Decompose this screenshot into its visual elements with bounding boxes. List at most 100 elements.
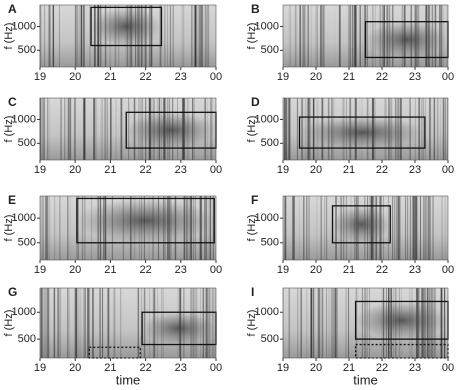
panel-label: G <box>8 285 17 299</box>
plot-frame <box>39 4 217 68</box>
x-tick-label: 22 <box>139 362 151 374</box>
y-axis-label: f (Hz) <box>3 116 15 143</box>
x-tick-label: 20 <box>69 362 81 374</box>
energy-blob <box>142 312 216 345</box>
highlight-box <box>331 205 391 244</box>
y-axis-label: f (Hz) <box>246 215 258 242</box>
y-axis-label: f (Hz) <box>3 310 15 337</box>
x-tick-label: 23 <box>175 362 187 374</box>
x-tick-label: 22 <box>139 264 151 276</box>
x-tick-label: 00 <box>210 164 222 176</box>
y-axis-label: f (Hz) <box>246 116 258 143</box>
highlight-box <box>76 197 215 244</box>
x-tick-label: 19 <box>34 164 46 176</box>
x-tick-label: 20 <box>310 264 322 276</box>
energy-blob <box>332 205 391 243</box>
x-tick-label: 20 <box>310 71 322 83</box>
x-tick-label: 19 <box>34 264 46 276</box>
x-tick-label: 00 <box>210 71 222 83</box>
x-tick-label: 19 <box>34 362 46 374</box>
y-tick-label: 500 <box>261 44 279 56</box>
y-tick-label: 1000 <box>12 212 36 224</box>
x-tick-label: 23 <box>409 264 421 276</box>
y-tick-label: 500 <box>261 137 279 149</box>
x-tick-label: 00 <box>442 164 454 176</box>
x-tick-label: 20 <box>69 71 81 83</box>
x-tick-label: 00 <box>210 362 222 374</box>
plot-frame <box>282 195 449 261</box>
panel-label: I <box>251 285 254 299</box>
x-tick-label: 00 <box>210 264 222 276</box>
energy-blob <box>299 117 425 149</box>
highlight-box <box>298 116 426 149</box>
x-tick-label: 19 <box>34 71 46 83</box>
y-axis-label: f (Hz) <box>3 215 15 242</box>
y-tick-label: 1000 <box>255 113 279 125</box>
x-tick-label: 23 <box>175 71 187 83</box>
x-tick-label: 19 <box>277 71 289 83</box>
x-tick-label: 23 <box>409 164 421 176</box>
y-tick-label: 1000 <box>12 20 36 32</box>
plot-frame <box>282 4 449 68</box>
x-tick-label: 19 <box>277 264 289 276</box>
x-tick-label: 22 <box>376 362 388 374</box>
y-tick-label: 500 <box>261 333 279 345</box>
energy-blob <box>91 7 162 46</box>
x-tick-label: 23 <box>409 362 421 374</box>
y-tick-label: 1000 <box>255 212 279 224</box>
panel-label: F <box>251 193 258 207</box>
x-tick-label: 00 <box>442 362 454 374</box>
x-axis-label: time <box>116 372 141 387</box>
y-tick-label: 1000 <box>255 306 279 318</box>
x-tick-label: 21 <box>104 71 116 83</box>
x-tick-label: 21 <box>104 362 116 374</box>
x-tick-label: 19 <box>277 164 289 176</box>
x-tick-label: 22 <box>139 164 151 176</box>
plot-frame <box>39 287 217 359</box>
plot-frame <box>282 97 449 161</box>
x-axis-label: time <box>353 372 378 387</box>
plot-frame <box>39 195 217 261</box>
x-tick-label: 22 <box>376 264 388 276</box>
panel-label: C <box>8 95 17 109</box>
x-tick-label: 23 <box>175 164 187 176</box>
y-tick-label: 1000 <box>12 306 36 318</box>
panel-label: B <box>251 2 260 16</box>
panel-label: E <box>8 193 16 207</box>
x-tick-label: 22 <box>376 164 388 176</box>
x-tick-label: 22 <box>376 71 388 83</box>
y-tick-label: 500 <box>18 333 36 345</box>
highlight-box <box>88 346 141 359</box>
x-tick-label: 19 <box>277 362 289 374</box>
highlight-box <box>90 6 163 47</box>
y-tick-label: 500 <box>261 237 279 249</box>
x-tick-label: 21 <box>104 164 116 176</box>
panel-label: D <box>251 95 260 109</box>
panel-label: A <box>8 2 17 16</box>
x-tick-label: 21 <box>343 362 355 374</box>
y-axis-label: f (Hz) <box>246 310 258 337</box>
energy-blob <box>126 112 216 149</box>
y-tick-label: 500 <box>18 44 36 56</box>
x-tick-label: 21 <box>343 264 355 276</box>
x-tick-label: 22 <box>139 71 151 83</box>
energy-blob <box>355 301 448 340</box>
x-tick-label: 00 <box>442 71 454 83</box>
x-tick-label: 23 <box>409 71 421 83</box>
plot-frame <box>39 97 217 161</box>
x-tick-label: 21 <box>343 71 355 83</box>
x-tick-label: 20 <box>310 164 322 176</box>
x-tick-label: 20 <box>69 164 81 176</box>
energy-blob <box>365 21 448 58</box>
x-tick-label: 00 <box>442 264 454 276</box>
y-tick-label: 500 <box>18 137 36 149</box>
x-tick-label: 20 <box>69 264 81 276</box>
x-tick-label: 23 <box>175 264 187 276</box>
y-tick-label: 1000 <box>255 20 279 32</box>
x-tick-label: 20 <box>310 362 322 374</box>
energy-blob <box>76 198 215 243</box>
x-tick-label: 21 <box>104 264 116 276</box>
y-axis-label: f (Hz) <box>3 23 15 50</box>
y-tick-label: 1000 <box>12 113 36 125</box>
